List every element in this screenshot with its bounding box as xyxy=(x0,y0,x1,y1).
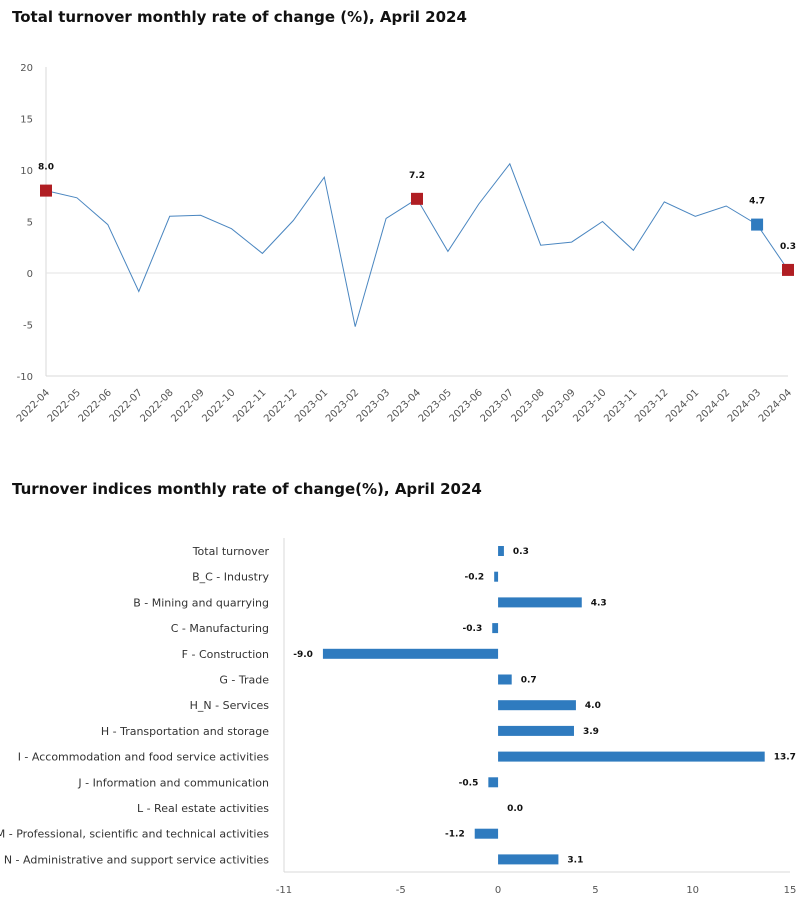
bar-value-label: 0.3 xyxy=(513,547,529,557)
y-tick-label: 10 xyxy=(20,166,33,177)
data-point-marker xyxy=(40,184,52,197)
category-label: H_N - Services xyxy=(190,699,270,712)
bar xyxy=(498,674,512,685)
bar-value-label: -0.3 xyxy=(463,624,483,634)
bar xyxy=(322,648,499,659)
category-label: J - Information and communication xyxy=(77,776,269,789)
category-label: F - Construction xyxy=(182,648,269,661)
category-label: M - Professional, scientific and technic… xyxy=(0,828,269,841)
bar-value-label: 0.7 xyxy=(521,676,537,686)
category-label: L - Real estate activities xyxy=(137,802,269,815)
data-point-marker xyxy=(411,192,423,205)
bar-value-label: 3.1 xyxy=(567,855,583,865)
line-chart: 20151050-5-102022-042022-052022-062022-0… xyxy=(15,63,796,425)
bar-value-label: -0.5 xyxy=(459,778,479,788)
x-tick-label: 0 xyxy=(495,885,501,896)
bar-value-label: 0.0 xyxy=(507,804,523,814)
bar xyxy=(494,571,499,582)
category-label: B - Mining and quarrying xyxy=(133,596,269,609)
bar xyxy=(492,623,499,634)
data-label: 7.2 xyxy=(409,171,425,181)
bar-chart-title: Turnover indices monthly rate of change(… xyxy=(12,480,482,498)
y-tick-label: -5 xyxy=(23,321,33,332)
category-label: B_C - Industry xyxy=(192,571,269,584)
line-chart-title: Total turnover monthly rate of change (%… xyxy=(12,8,467,26)
bar xyxy=(498,725,574,736)
bar-value-label: -1.2 xyxy=(445,830,465,840)
y-tick-label: 15 xyxy=(20,115,33,126)
y-tick-label: -10 xyxy=(17,372,33,383)
bar-value-label: -0.2 xyxy=(464,573,484,583)
x-tick-label: -5 xyxy=(396,885,406,896)
bar xyxy=(498,700,576,711)
bar xyxy=(498,751,765,762)
x-tick-label: 10 xyxy=(686,885,699,896)
bar xyxy=(498,854,559,865)
bar xyxy=(498,597,582,608)
bar-value-label: 4.0 xyxy=(585,701,601,711)
data-point-marker xyxy=(751,218,764,231)
data-label: 0.3 xyxy=(780,242,796,252)
category-label: H - Transportation and storage xyxy=(101,725,269,738)
x-tick-label: -11 xyxy=(276,885,292,896)
category-label: Total turnover xyxy=(192,545,270,558)
bar-value-label: 13.7 xyxy=(774,753,796,763)
category-label: I - Accommodation and food service activ… xyxy=(18,751,270,764)
category-label: G - Trade xyxy=(219,674,269,687)
bar-value-label: 4.3 xyxy=(591,598,607,608)
bar xyxy=(488,777,499,788)
category-label: N - Administrative and support service a… xyxy=(4,853,269,866)
y-tick-label: 5 xyxy=(27,218,33,229)
bar-value-label: 3.9 xyxy=(583,727,599,737)
x-tick-label: 5 xyxy=(592,885,598,896)
y-tick-label: 0 xyxy=(27,269,33,280)
data-label: 4.7 xyxy=(749,197,765,207)
y-tick-label: 20 xyxy=(20,63,33,74)
category-label: C - Manufacturing xyxy=(171,622,269,635)
bar xyxy=(498,546,504,556)
data-point-marker xyxy=(782,263,794,276)
data-label: 8.0 xyxy=(38,163,54,173)
x-tick-label: 15 xyxy=(784,885,797,896)
bar xyxy=(474,828,499,839)
bar-value-label: -9.0 xyxy=(293,650,313,660)
